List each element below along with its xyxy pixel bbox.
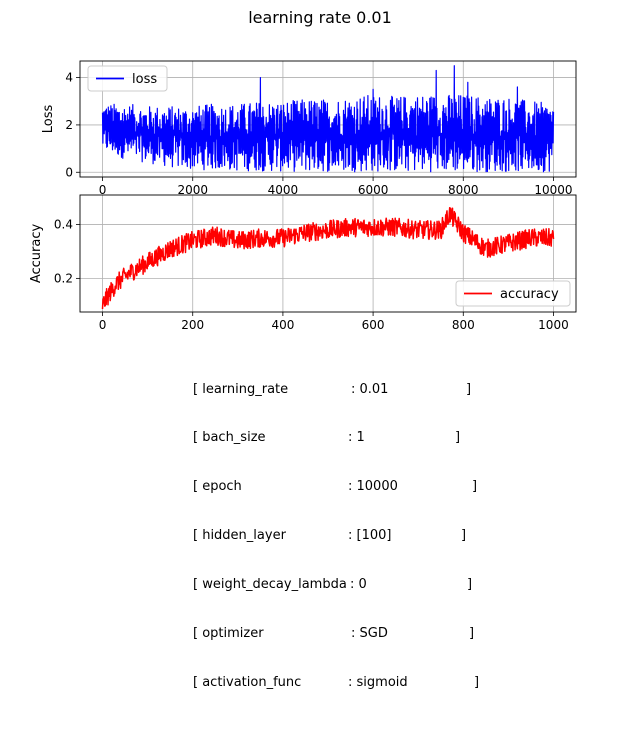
x-tick-label: 0 — [99, 183, 107, 197]
legend-box — [87, 65, 168, 92]
param-key: [ hidden_layer — [193, 528, 286, 544]
param-row: [ learning_rate : 0.01 ] — [193, 382, 471, 398]
y-axis-label: Accuracy — [29, 224, 44, 284]
y-tick-label: 0.2 — [54, 271, 73, 285]
y-tick-label: 0.4 — [54, 218, 73, 232]
figure-title: learning rate 0.01 — [248, 8, 392, 27]
x-tick-label: 600 — [362, 318, 385, 332]
param-row: [ bach_size : 1 ] — [193, 430, 460, 446]
param-key: [ weight_decay_lambda — [193, 577, 347, 593]
param-key: [ learning_rate — [193, 381, 289, 397]
param-close: ] — [472, 479, 478, 495]
param-value: : 1 — [348, 430, 365, 446]
axes-frame — [79, 60, 577, 178]
y-tick-label: 0 — [65, 165, 73, 179]
x-tick-label: 0 — [99, 318, 107, 332]
param-key: [ bach_size — [193, 430, 266, 446]
x-tick-label: 1000 — [538, 318, 569, 332]
accuracy-axes: 0 200 400 600 800 1000 0.2 0.4 Accuracy accuracy — [29, 194, 577, 332]
param-value: : sigmoid — [348, 674, 408, 690]
param-close: ] — [466, 381, 472, 397]
x-tick-label: 6000 — [358, 183, 389, 197]
loss-axes: 0 2000 4000 6000 8000 10000 0 2 4 Loss loss — [41, 60, 577, 197]
hyperparameter-table: [ learning_rate : 0.01 ] [ bach_size : 1… — [193, 349, 479, 708]
param-row: [ activation_func : sigmoid ] — [193, 675, 479, 691]
param-row: [ weight_decay_lambda : 0 ] — [193, 577, 472, 593]
x-tick-label: 800 — [452, 318, 475, 332]
param-close: ] — [467, 577, 473, 593]
x-tick-label: 10000 — [534, 183, 572, 197]
param-row: [ hidden_layer : [100] ] — [193, 528, 466, 544]
param-close: ] — [461, 528, 467, 544]
loss-series-line — [101, 65, 555, 173]
param-close: ] — [469, 626, 475, 642]
x-tick-label: 2000 — [177, 183, 208, 197]
param-value: : 10000 — [348, 479, 398, 495]
axes-frame — [79, 194, 577, 313]
x-tick-label: 4000 — [268, 183, 299, 197]
figure-canvas: learning rate 0.01 0 2000 4000 6000 8000 1000… — [29, 8, 577, 332]
param-key: [ optimizer — [193, 626, 264, 642]
param-close: ] — [474, 674, 480, 690]
param-close: ] — [455, 430, 461, 446]
y-tick-label: 2 — [65, 118, 73, 132]
param-value: : 0.01 — [351, 381, 389, 397]
param-row: [ epoch : 10000 ] — [193, 479, 477, 495]
y-axis-label: Loss — [41, 105, 56, 134]
param-value: : [100] — [348, 528, 392, 544]
y-tick-label: 4 — [65, 71, 73, 85]
x-tick-label: 400 — [271, 318, 294, 332]
param-value: : SGD — [351, 626, 388, 642]
param-value: : 0 — [350, 577, 367, 593]
legend-label: accuracy — [500, 287, 559, 302]
param-row: [ optimizer : SGD ] — [193, 626, 474, 642]
legend-box — [455, 280, 571, 307]
x-tick-label: 8000 — [448, 183, 479, 197]
param-key: [ activation_func — [193, 674, 302, 690]
legend-label: loss — [132, 72, 157, 87]
param-key: [ epoch — [193, 479, 242, 495]
accuracy-series-line — [101, 206, 555, 310]
x-tick-label: 200 — [181, 318, 204, 332]
